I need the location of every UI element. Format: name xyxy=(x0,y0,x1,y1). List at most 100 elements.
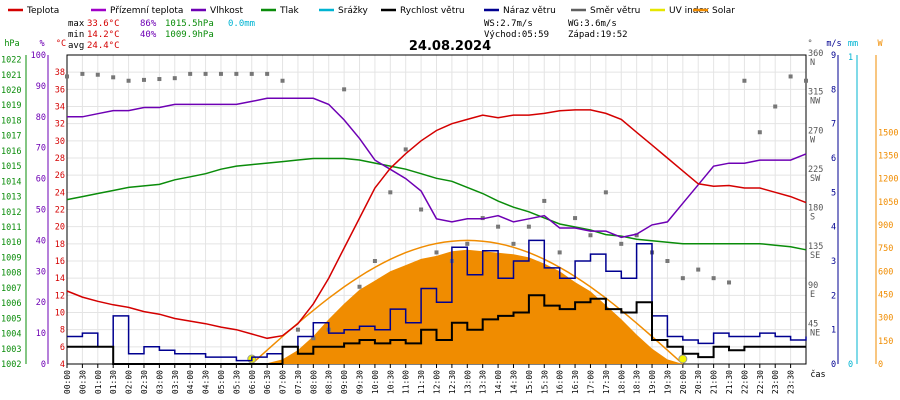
hum-tick-label: 30 xyxy=(36,267,46,277)
stat-min-press: 1009.9hPa xyxy=(165,30,214,40)
stat-max-hum: 86% xyxy=(140,19,157,29)
press-tick-label: 1021 xyxy=(1,71,21,81)
press-tick-label: 1016 xyxy=(1,147,21,157)
wind-direction-point xyxy=(804,78,808,83)
wind-direction-point xyxy=(588,233,593,238)
x-tick-label: 04:30 xyxy=(202,370,211,394)
series-line-tlak xyxy=(66,157,807,251)
hum-tick-label: 70 xyxy=(36,144,46,154)
press-tick-label: 1019 xyxy=(1,101,21,111)
dir-tick-label: 180 xyxy=(808,204,823,214)
wind-direction-point xyxy=(680,276,685,281)
legend-label-4: Srážky xyxy=(338,6,369,16)
wind-tick-label: 8 xyxy=(831,85,836,95)
wind-direction-point xyxy=(203,71,208,76)
sunset-marker xyxy=(678,354,688,364)
x-tick-label: 07:00 xyxy=(279,370,288,394)
press-tick-label: 1020 xyxy=(1,86,21,96)
dir-tick-label: 315 xyxy=(808,88,823,98)
legend-label-5: Rychlost větru xyxy=(400,6,465,16)
press-tick-label: 1008 xyxy=(1,269,21,279)
solar-tick-label: 300 xyxy=(878,314,893,324)
solar-tick-label: 1050 xyxy=(878,198,898,208)
unit-temp: °C xyxy=(56,39,66,49)
temp-tick-label: 10 xyxy=(55,309,65,319)
x-tick-label: 14:00 xyxy=(494,370,503,394)
wind-direction-point xyxy=(557,250,562,255)
wind-direction-point xyxy=(65,74,69,79)
x-tick-label: 18:00 xyxy=(617,370,626,394)
stat-ws: WS:2.7m/s xyxy=(484,19,533,29)
wind-direction-point xyxy=(619,241,624,246)
x-tick-label: 17:30 xyxy=(602,370,611,394)
wind-direction-point xyxy=(265,71,270,76)
stat-min-label: min xyxy=(68,30,84,40)
dir-tick-label: 90 xyxy=(808,281,818,291)
legend-label-9: Solar xyxy=(712,6,735,16)
press-tick-label: 1006 xyxy=(1,299,21,309)
wind-direction-point xyxy=(80,71,85,76)
stat-sunrise: Východ:05:59 xyxy=(484,30,549,40)
press-tick-label: 1003 xyxy=(1,345,21,355)
x-tick-label: 05:30 xyxy=(232,370,241,394)
x-tick-label: 02:00 xyxy=(125,370,134,394)
temp-tick-label: 6 xyxy=(60,343,65,353)
unit-precip: mm xyxy=(848,39,858,49)
x-tick-label: 11:30 xyxy=(417,370,426,394)
x-tick-label: 12:30 xyxy=(448,370,457,394)
wind-direction-point xyxy=(788,74,793,79)
wind-direction-point xyxy=(372,259,377,263)
temp-tick-label: 16 xyxy=(55,257,65,267)
solar-tick-label: 900 xyxy=(878,221,893,231)
x-tick-label: 16:30 xyxy=(571,370,580,394)
wind-direction-point xyxy=(526,224,531,229)
press-tick-label: 1017 xyxy=(1,132,21,142)
wind-tick-label: 2 xyxy=(831,291,836,301)
dir-tick-label: 270 xyxy=(808,126,823,136)
dir-tick-label: 45 xyxy=(808,319,818,329)
x-tick-label: 06:30 xyxy=(263,370,272,394)
x-tick-label: 05:00 xyxy=(217,370,226,394)
temp-tick-label: 12 xyxy=(55,291,65,301)
temp-tick-label: 22 xyxy=(55,206,65,216)
temp-tick-label: 24 xyxy=(55,188,65,198)
hum-tick-label: 40 xyxy=(36,236,46,246)
wind-direction-point xyxy=(603,190,608,195)
x-tick-label: 21:30 xyxy=(725,370,734,394)
precip-tick-label: 0 xyxy=(848,360,853,370)
line-series xyxy=(66,97,807,365)
wind-direction-point xyxy=(141,77,146,82)
legend-label-1: Přízemní teplota xyxy=(110,6,183,16)
x-tick-label: 00:30 xyxy=(78,370,87,394)
solar-tick-label: 1500 xyxy=(878,128,898,138)
temp-tick-label: 38 xyxy=(55,68,65,78)
chart-date-title: 24.08.2024 xyxy=(409,39,491,54)
wind-direction-point xyxy=(773,104,778,109)
solar-tick-label: 600 xyxy=(878,267,893,277)
hum-tick-label: 60 xyxy=(36,175,46,185)
temp-tick-label: 26 xyxy=(55,171,65,181)
press-tick-label: 1007 xyxy=(1,284,21,294)
x-tick-label: 15:00 xyxy=(525,370,534,394)
stat-precip: 0.0mm xyxy=(228,19,255,29)
wind-direction-point xyxy=(172,76,177,81)
x-tick-label: 21:00 xyxy=(710,370,719,394)
wind-direction-point xyxy=(157,77,162,82)
wind-direction-point xyxy=(634,233,639,238)
wind-direction-point xyxy=(542,198,547,203)
wind-direction-point xyxy=(234,71,239,76)
stat-avg-label: avg xyxy=(68,41,84,51)
x-tick-label: 07:30 xyxy=(294,370,303,394)
x-tick-label: 18:30 xyxy=(633,370,642,394)
solar-tick-label: 450 xyxy=(878,290,893,300)
press-tick-label: 1004 xyxy=(1,330,21,340)
axes: 1002100310041005100610071008100910101011… xyxy=(1,49,898,370)
x-tick-label: 15:30 xyxy=(540,370,549,394)
x-tick-label: 10:00 xyxy=(371,370,380,394)
press-tick-label: 1005 xyxy=(1,314,21,324)
x-tick-label: 03:30 xyxy=(171,370,180,394)
unit-press: hPa xyxy=(4,39,19,49)
wind-direction-point xyxy=(218,71,223,76)
wind-tick-label: 9 xyxy=(831,51,836,61)
wind-tick-label: 5 xyxy=(831,188,836,198)
